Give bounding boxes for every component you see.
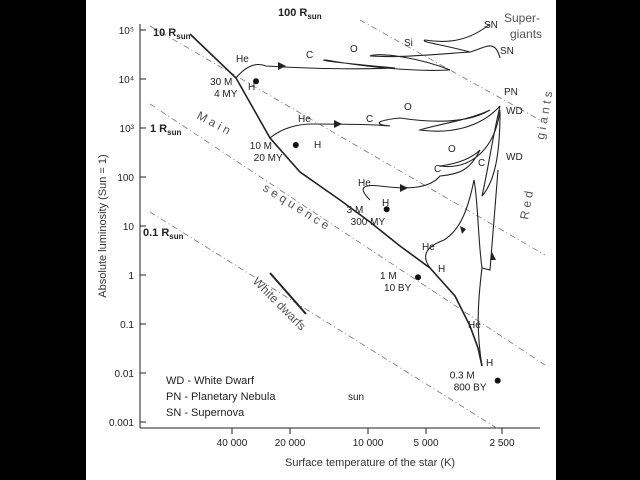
radius-label-10: 10 Rsun: [153, 27, 191, 41]
star-point: [415, 274, 422, 281]
y-tick-label: 1: [128, 271, 134, 282]
arrow-3M: [400, 184, 408, 192]
supergiants-label-line-2: giants: [510, 27, 542, 41]
track-label-sn-2: SN: [500, 46, 514, 57]
track-label-c-3: C: [434, 164, 441, 175]
track-10M: [269, 105, 501, 139]
main-sequence-label-1: M a i n: [195, 108, 233, 137]
track-30M-sn2: [469, 45, 501, 59]
track-label-he-3: He: [358, 178, 371, 189]
radius-line-100: [359, 19, 541, 121]
track-0.3M: [477, 169, 499, 367]
track-label-h-1: H: [438, 264, 445, 275]
radius-line-10: [149, 25, 546, 256]
arrow-1M: [460, 226, 466, 234]
y-tick-label: 10: [123, 222, 135, 233]
star-age-label: 10 BY: [384, 283, 412, 294]
radius-label-1: 1 Rsun: [150, 123, 181, 137]
y-axis-label: Absolute luminosity (Sun = 1): [97, 154, 109, 297]
x-tick-label: 40 000: [217, 438, 248, 449]
x-tick-label: 5 000: [413, 438, 438, 449]
star-point: [292, 141, 299, 148]
track-label-h-0.3: H: [486, 358, 493, 369]
main-sequence-label-2: s e q u e n c e: [260, 181, 332, 233]
star-age-label: 4 MY: [214, 89, 238, 100]
track-label-pn: PN: [504, 87, 518, 98]
star-mass-label: 10 M: [250, 141, 272, 152]
track-label-c-30: C: [306, 50, 313, 61]
track-label-he-30: He: [236, 54, 249, 65]
supergiants-label: Super- giants: [504, 11, 543, 41]
star-point: [494, 377, 501, 384]
track-label-o-3: O: [448, 144, 456, 155]
x-axis-label: Surface temperature of the star (K): [285, 457, 455, 469]
track-label-sn-1: SN: [484, 20, 498, 31]
x-tick-label: 20 000: [275, 438, 306, 449]
main-sequence-curve: [189, 33, 483, 367]
track-label-o-30: O: [350, 44, 358, 55]
star-age-label: 300 MY: [351, 217, 386, 228]
sun-label: sun: [348, 392, 364, 403]
track-1M: [425, 179, 483, 269]
legend-item-pn: PN - Planetary Nebula: [166, 391, 276, 403]
radius-line-0.1: [149, 211, 501, 431]
radius-label-0.1: 0.1 Rsun: [143, 227, 184, 241]
track-label-c-10: C: [366, 114, 373, 125]
arrow-10M: [334, 120, 342, 128]
y-tick-label: 0.01: [115, 369, 135, 380]
radius-label-100: 100 Rsun: [278, 7, 322, 21]
track-label-wd-1: WD: [506, 106, 523, 117]
legend-item-wd: WD - White Dwarf: [166, 375, 255, 387]
star-age-label: 800 BY: [454, 383, 487, 394]
y-tick-label: 100: [117, 173, 134, 184]
legend-item-sn: SN - Supernova: [166, 407, 245, 419]
track-30M: [235, 23, 491, 79]
x-tick-label: 2 500: [489, 438, 514, 449]
star-point: [253, 78, 260, 85]
y-tick-label: 10³: [120, 124, 135, 135]
arrow-30M: [278, 62, 286, 70]
track-label-si: Si: [404, 38, 413, 49]
radius-lines: [149, 19, 546, 431]
star-age-label: 20 MY: [254, 153, 283, 164]
y-ticks: 10⁵ 10⁴ 10³ 100 10 1 0.1 0.01 0.001: [109, 26, 146, 429]
y-tick-label: 10⁵: [119, 26, 134, 37]
white-dwarf-strip: [269, 272, 307, 315]
star-mass-label: 3 M: [347, 205, 364, 216]
track-label-h-10: H: [314, 140, 321, 151]
evolution-tracks: [235, 23, 501, 367]
red-giants-label-1: R e d: [517, 190, 536, 221]
star-mass-label: 1 M: [380, 271, 397, 282]
star-mass-label: 0.3 M: [450, 371, 475, 382]
radius-line-1: [149, 103, 546, 366]
y-tick-label: 10⁴: [119, 75, 134, 86]
track-3M: [362, 109, 501, 201]
track-label-he-1: He: [422, 242, 435, 253]
chart-panel: [86, 0, 556, 480]
y-tick-label: 0.001: [109, 418, 134, 429]
track-label-h-3: H: [382, 198, 389, 209]
star-mass-label: 30 M: [210, 77, 232, 88]
arrow-0.3M: [490, 252, 496, 260]
supergiants-label-line-1: Super-: [504, 11, 540, 25]
track-label-wd-2: WD: [506, 152, 523, 163]
track-arrows: [278, 62, 496, 260]
y-tick-label: 0.1: [120, 320, 134, 331]
track-label-h-30: H: [248, 82, 255, 93]
star-point: [383, 206, 390, 213]
track-labels: He H C O Si SN SN PN WD WD He H C O O C …: [236, 20, 523, 369]
x-tick-label: 10 000: [353, 438, 384, 449]
x-ticks: 40 000 20 000 10 000 5 000 2 500: [217, 428, 515, 449]
track-label-he-10: He: [298, 114, 311, 125]
track-label-he-0.3: He: [468, 320, 481, 331]
legend: WD - White Dwarf PN - Planetary Nebula S…: [166, 375, 276, 419]
red-giants-label-2: g i a n t s: [533, 90, 555, 140]
track-label-c-3b: C: [478, 158, 485, 169]
track-label-o-10: O: [404, 102, 412, 113]
